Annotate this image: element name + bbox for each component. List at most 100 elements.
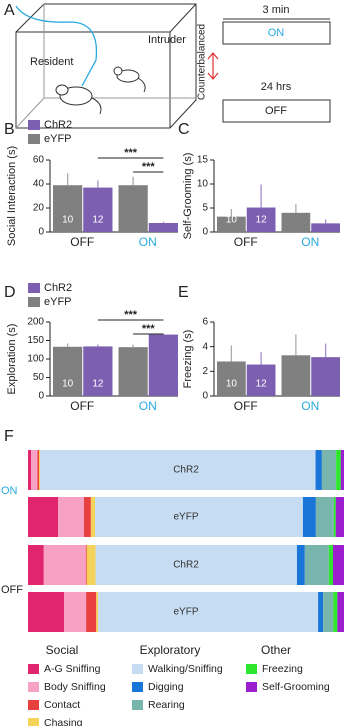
stack-segment: [304, 545, 329, 585]
optic-fiber: [15, 5, 98, 87]
stack-segment: [318, 592, 324, 632]
panel-label: E: [178, 284, 189, 301]
legend-label: ChR2: [44, 119, 72, 131]
bar: [246, 364, 276, 396]
stack-segment: [323, 592, 334, 632]
legend-label: Chasing: [44, 717, 83, 726]
stack-segment: [337, 592, 344, 632]
y-tick-label: 40: [33, 179, 45, 190]
y-tick-label: 50: [33, 372, 45, 383]
group-label: ON: [1, 485, 18, 497]
n-label: 12: [256, 215, 268, 226]
stack-segment: [86, 545, 96, 585]
legend-group-title: Exploratory: [140, 643, 201, 657]
legend-swatch: [132, 700, 143, 710]
stack-segment: [31, 450, 38, 490]
y-tick-label: 6: [202, 317, 208, 328]
legend-label: eYFP: [44, 133, 72, 145]
legend-label: ChR2: [44, 282, 72, 294]
y-tick-label: 60: [33, 155, 45, 166]
legend-label: Digging: [148, 681, 184, 693]
n-label: 12: [92, 215, 104, 226]
y-tick-label: 20: [33, 203, 45, 214]
mice: [55, 66, 146, 115]
legend-swatch: [28, 664, 39, 674]
legend-swatch: [246, 682, 257, 692]
legend-swatch: [132, 664, 143, 674]
legend-swatch: [28, 297, 40, 307]
stack-segment: [28, 592, 65, 632]
significance-label: ***: [142, 161, 156, 173]
legend-swatch: [28, 283, 40, 293]
stack-segment: [64, 592, 87, 632]
legend-swatch: [28, 120, 40, 130]
swap-arrow: [207, 52, 219, 80]
stack-segment: [85, 545, 87, 585]
on-box: [222, 21, 331, 45]
stack-segment: [96, 592, 99, 632]
y-axis-title: Self-Grooming (s): [182, 153, 194, 240]
duration-label: 3 min: [263, 4, 290, 16]
n-label: 10: [226, 379, 238, 390]
stack-segment: [83, 497, 91, 537]
legend-swatch: [28, 700, 39, 710]
stack-segment: [98, 592, 319, 632]
y-tick-label: 2: [202, 366, 208, 377]
x-tick-label: ON: [139, 399, 157, 413]
y-axis-title: Freezing (s): [182, 330, 194, 389]
row-label: eYFP: [173, 512, 198, 523]
row-label: eYFP: [173, 607, 198, 618]
legend-label: Rearing: [148, 699, 185, 711]
bar: [118, 347, 148, 396]
legend-label: Body Sniffing: [44, 681, 106, 693]
legend-swatch: [132, 682, 143, 692]
panel-label: C: [178, 121, 190, 138]
stack-segment: [302, 497, 316, 537]
bar: [53, 185, 83, 232]
panel-label: D: [4, 284, 16, 301]
bar: [83, 187, 113, 232]
x-tick-label: OFF: [234, 399, 258, 413]
panel-label: F: [4, 428, 14, 445]
x-tick-label: ON: [301, 235, 319, 249]
stack-segment: [336, 450, 341, 490]
stack-segment: [94, 497, 303, 537]
bar: [83, 346, 113, 396]
n-label: 12: [92, 379, 104, 390]
bar: [311, 223, 340, 232]
x-tick-label: OFF: [70, 235, 94, 249]
bar: [246, 207, 276, 232]
stack-segment: [335, 497, 344, 537]
bar: [311, 357, 340, 396]
legend-label: Freezing: [262, 663, 303, 675]
bar: [281, 212, 311, 232]
resident-label: Resident: [30, 56, 73, 68]
off-label: OFF: [265, 105, 287, 117]
row-label: ChR2: [173, 560, 199, 571]
intruder-label: Intruder: [148, 34, 186, 46]
bar: [148, 223, 178, 232]
stack-segment: [37, 450, 40, 490]
legend-label: A-G Sniffing: [44, 663, 101, 675]
significance-label: ***: [124, 309, 138, 321]
bar: [148, 334, 178, 396]
stack-segment: [315, 450, 322, 490]
on-label: ON: [268, 27, 285, 39]
bar: [217, 361, 246, 396]
counterbalanced-label: Counterbalanced: [197, 24, 208, 100]
legend-swatch: [28, 682, 39, 692]
stack-segment: [332, 545, 344, 585]
y-tick-label: 100: [27, 354, 44, 365]
interval-label: 24 hrs: [261, 81, 292, 93]
stack-segment: [296, 545, 305, 585]
bar: [217, 216, 246, 232]
bar: [53, 346, 83, 396]
n-label: 10: [62, 379, 74, 390]
y-tick-label: 0: [38, 227, 44, 238]
y-tick-label: 0: [38, 391, 44, 402]
y-tick-label: 5: [202, 203, 208, 214]
bar: [118, 185, 148, 232]
group-label: OFF: [1, 584, 23, 596]
legend-swatch: [28, 718, 39, 726]
